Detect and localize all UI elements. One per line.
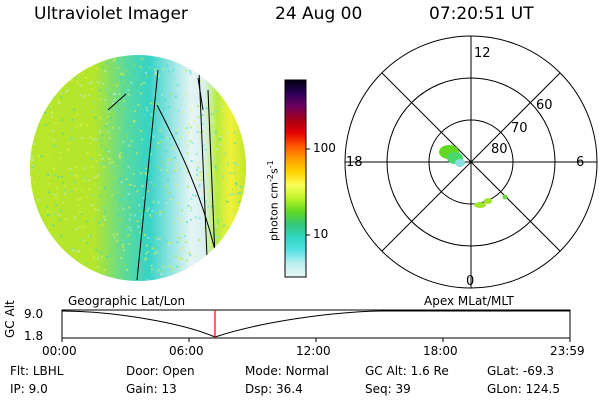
intensity-colorbar	[284, 79, 310, 278]
status-gain: Gain: 13	[126, 382, 177, 396]
colorbar-unit-label: photon cm-2s-1	[266, 160, 281, 241]
mlt-label-18: 18	[346, 155, 363, 170]
y-label-low: 1.8	[24, 329, 44, 343]
lat-label-70: 70	[511, 121, 528, 136]
observation-date: 24 Aug 00	[275, 4, 363, 24]
colorbar-tick-100: 100	[313, 141, 336, 155]
mlt-label-12: 12	[474, 46, 491, 61]
y-label-high: 9.0	[24, 307, 44, 321]
gc-alt-axis-title: GC Alt	[3, 300, 17, 338]
x-label-1200: 12:00	[296, 344, 331, 358]
status-seq: Seq: 39	[365, 382, 411, 396]
x-label-0000: 00:00	[42, 344, 77, 358]
colorbar-tick-10: 10	[313, 227, 329, 241]
x-label-1800: 18:00	[423, 344, 458, 358]
instrument-title: Ultraviolet Imager	[34, 4, 188, 24]
status-gc-alt: GC Alt: 1.6 Re	[365, 364, 449, 378]
mlt-label-6: 6	[576, 155, 585, 170]
status-door: Door: Open	[126, 364, 195, 378]
mlt-label-0: 0	[466, 274, 475, 289]
status-mode: Mode: Normal	[245, 364, 329, 378]
observation-time: 07:20:51 UT	[429, 4, 534, 24]
status-dsp: Dsp: 36.4	[245, 382, 303, 396]
lat-label-60: 60	[536, 98, 553, 113]
lat-label-80: 80	[491, 142, 508, 157]
status-ip: IP: 9.0	[10, 382, 48, 396]
apex-coord-label: Apex MLat/MLT	[424, 294, 514, 308]
x-label-2359: 23:59	[550, 344, 585, 358]
status-glon: GLon: 124.5	[487, 382, 560, 396]
status-flt: Flt: LBHL	[10, 364, 64, 378]
status-glat: GLat: -69.3	[487, 364, 554, 378]
geo-coord-label: Geographic Lat/Lon	[68, 294, 186, 308]
x-label-0600: 06:00	[169, 344, 204, 358]
